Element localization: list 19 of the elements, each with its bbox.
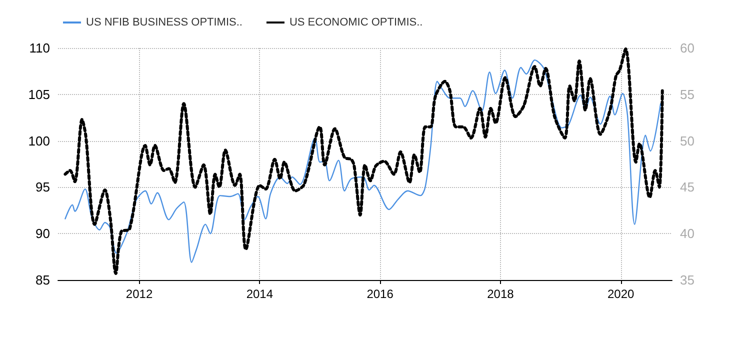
legend-label: US ECONOMIC OPTIMIS.. [289,16,423,28]
x-tick-label: 2012 [126,287,153,301]
y-tick-label: 100 [28,133,50,148]
y-tick-label: 85 [36,272,50,288]
legend-label: US NFIB BUSINESS OPTIMIS.. [86,16,242,28]
y2-tick-label: 45 [680,180,694,195]
y-tick-label: 95 [36,180,50,195]
y2-tick-label: 35 [680,272,694,288]
y2-tick-label: 55 [680,86,694,102]
y2-tick-label: 40 [680,226,694,242]
x-tick-label: 2020 [607,287,635,301]
x-tick-label: 2014 [246,287,274,301]
x-tick-label: 2016 [366,287,394,301]
y-tick-label: 105 [28,86,50,102]
y-tick-label: 90 [36,226,50,242]
y-tick-label: 110 [29,40,50,56]
y2-tick-label: 50 [680,133,694,148]
x-tick-label: 2018 [487,287,514,301]
y2-tick-label: 60 [680,40,694,56]
